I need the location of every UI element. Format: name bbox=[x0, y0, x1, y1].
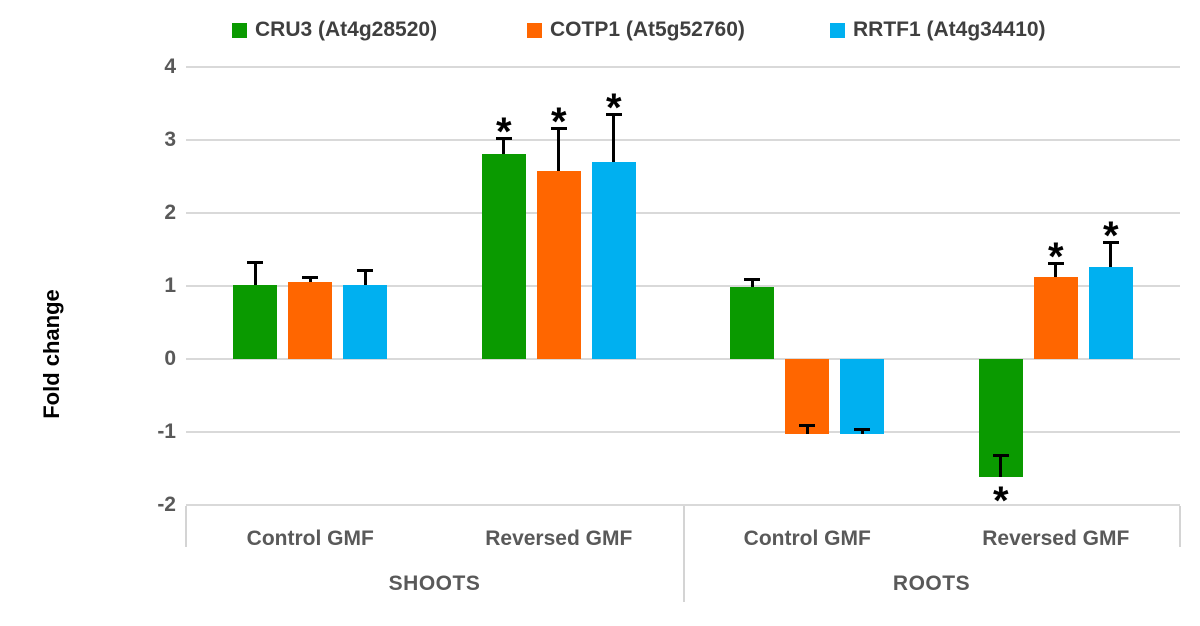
y-tick-label: 1 bbox=[164, 274, 176, 297]
bar bbox=[288, 282, 333, 359]
error-bar-stem bbox=[1109, 242, 1113, 267]
axis-divider bbox=[1179, 506, 1181, 547]
error-bar-stem bbox=[612, 113, 616, 162]
legend-item: COTP1 (At5g52760) bbox=[527, 18, 745, 41]
bar bbox=[840, 359, 885, 435]
error-bar-cap bbox=[550, 127, 567, 131]
error-bar-cap bbox=[605, 112, 622, 116]
gridline bbox=[186, 504, 1180, 506]
error-bar-stem bbox=[860, 429, 864, 435]
error-bar-stem bbox=[308, 276, 312, 283]
legend-label: COTP1 (At5g52760) bbox=[550, 18, 745, 41]
error-bar-cap bbox=[799, 424, 816, 428]
category-label: Control GMF bbox=[246, 527, 374, 550]
gridline bbox=[186, 285, 1180, 287]
error-bar-stem bbox=[557, 128, 561, 172]
error-bar-stem bbox=[999, 455, 1003, 478]
bar bbox=[1033, 277, 1078, 359]
error-bar-stem bbox=[805, 425, 809, 435]
axis-divider bbox=[185, 506, 187, 547]
error-bar-stem bbox=[253, 261, 257, 285]
error-bar-cap bbox=[495, 136, 512, 140]
error-bar-cap bbox=[357, 268, 374, 272]
significance-asterisk: * bbox=[992, 479, 1009, 524]
error-bar-stem bbox=[502, 137, 506, 154]
error-bar-stem bbox=[750, 278, 754, 287]
error-bar-cap bbox=[1047, 262, 1064, 266]
y-tick-label: 2 bbox=[164, 201, 176, 224]
legend-swatch-icon bbox=[527, 22, 542, 38]
bar bbox=[1088, 267, 1133, 359]
panel-group-label: ROOTS bbox=[892, 572, 971, 595]
significance-asterisk: * bbox=[1047, 235, 1064, 280]
category-label: Control GMF bbox=[743, 527, 871, 550]
legend-label: RRTF1 (At4g34410) bbox=[853, 18, 1046, 41]
error-bar-cap bbox=[302, 275, 319, 279]
error-bar-cap bbox=[247, 260, 264, 264]
error-bar-cap bbox=[992, 454, 1009, 458]
bar bbox=[591, 161, 636, 359]
error-bar-cap bbox=[744, 277, 761, 281]
axis-divider bbox=[683, 506, 685, 602]
y-axis-title: Fold change bbox=[39, 289, 64, 419]
gridline bbox=[186, 212, 1180, 214]
significance-asterisk: * bbox=[550, 100, 567, 145]
error-bar-cap bbox=[1102, 241, 1119, 245]
y-tick-label: -1 bbox=[157, 420, 176, 443]
legend-item: CRU3 (At4g28520) bbox=[232, 18, 438, 41]
bar bbox=[730, 286, 775, 359]
bar bbox=[233, 284, 278, 359]
legend-swatch-icon bbox=[232, 22, 247, 38]
bar bbox=[785, 359, 830, 435]
category-label: Reversed GMF bbox=[485, 527, 633, 550]
category-label: Reversed GMF bbox=[982, 527, 1130, 550]
gridline bbox=[186, 139, 1180, 141]
significance-asterisk: * bbox=[605, 85, 622, 130]
y-tick-label: 4 bbox=[164, 55, 176, 78]
bar bbox=[536, 171, 581, 359]
gridline bbox=[186, 358, 1180, 360]
error-bar-stem bbox=[1054, 263, 1058, 278]
y-tick-label: 0 bbox=[164, 347, 176, 370]
y-tick-label: 3 bbox=[164, 128, 176, 151]
legend-swatch-icon bbox=[830, 22, 845, 38]
legend-label: CRU3 (At4g28520) bbox=[255, 18, 438, 41]
chart-legend: CRU3 (At4g28520) COTP1 (At5g52760) RRTF1 (… bbox=[0, 0, 1200, 50]
panel-group-label: SHOOTS bbox=[388, 572, 481, 595]
error-bar-cap bbox=[854, 428, 871, 432]
bar bbox=[343, 284, 388, 359]
significance-asterisk: * bbox=[1102, 214, 1119, 259]
y-tick-label: -2 bbox=[157, 493, 176, 516]
significance-asterisk: * bbox=[495, 109, 512, 154]
bar bbox=[481, 153, 526, 359]
gridline bbox=[186, 66, 1180, 68]
error-bar-stem bbox=[363, 269, 367, 285]
legend-item: RRTF1 (At4g34410) bbox=[830, 18, 1046, 41]
gridline bbox=[186, 431, 1180, 433]
